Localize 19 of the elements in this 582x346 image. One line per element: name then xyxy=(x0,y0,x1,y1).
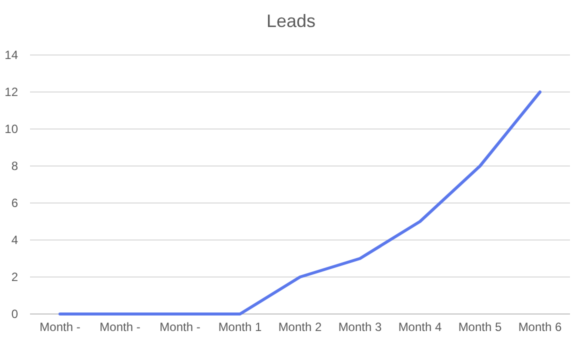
y-tick-label: 8 xyxy=(11,159,18,174)
x-tick-label: Month 4 xyxy=(398,320,442,334)
y-tick-label: 4 xyxy=(11,233,18,248)
y-tick-label: 6 xyxy=(11,196,18,210)
y-tick-label: 12 xyxy=(4,85,18,100)
x-tick-label: Month - xyxy=(40,320,80,334)
y-tick-label: 14 xyxy=(4,48,18,62)
x-tick-label: Month - xyxy=(100,320,140,334)
x-tick-label: Month 5 xyxy=(458,320,502,334)
x-tick-label: Month - xyxy=(160,320,200,334)
x-tick-label: Month 2 xyxy=(278,320,322,334)
chart-title: Leads xyxy=(266,11,316,31)
x-tick-label: Month 6 xyxy=(518,320,562,334)
x-tick-label: Month 1 xyxy=(218,320,262,334)
y-tick-label: 0 xyxy=(11,307,18,322)
x-tick-label: Month 3 xyxy=(338,320,382,334)
y-tick-label: 10 xyxy=(4,122,18,136)
line-series xyxy=(58,90,542,316)
y-tick-label: 2 xyxy=(11,270,18,284)
